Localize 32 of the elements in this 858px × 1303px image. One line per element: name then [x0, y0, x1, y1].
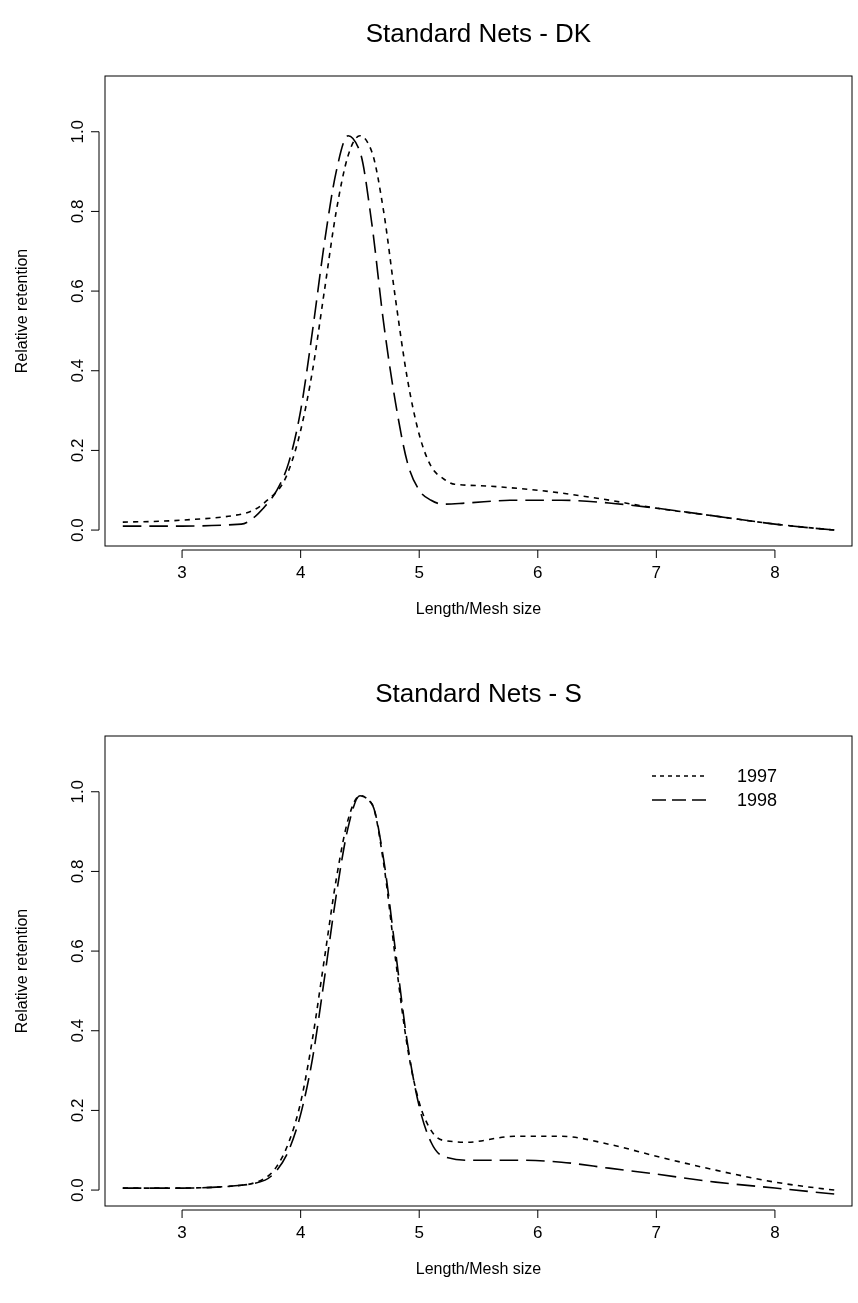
y-tick-label: 0.4	[68, 1018, 87, 1043]
x-tick-label: 5	[414, 1223, 424, 1242]
y-tick-label: 0.2	[68, 1098, 87, 1123]
y-tick-label: 1.0	[68, 119, 87, 144]
x-tick-label: 4	[295, 563, 306, 582]
y-tick-label: 0.0	[68, 518, 87, 542]
legend-label: 1997	[737, 766, 778, 786]
x-tick-label: 4	[295, 1223, 306, 1242]
y-tick-label: 1.0	[68, 779, 87, 804]
y-tick-label: 0.6	[68, 939, 87, 963]
x-axis-title: Length/Mesh size	[415, 600, 542, 617]
x-tick-label: 7	[651, 563, 662, 582]
x-tick-label: 6	[533, 1223, 543, 1242]
x-tick-label: 3	[177, 1223, 187, 1242]
y-tick-label: 0.4	[68, 358, 87, 383]
chart-title: Standard Nets - S	[375, 678, 582, 708]
y-tick-label: 0.0	[68, 1178, 87, 1202]
y-tick-label: 0.8	[68, 859, 87, 884]
x-tick-label: 3	[177, 563, 187, 582]
y-axis-title: Relative retention	[13, 908, 30, 1034]
x-axis-title: Length/Mesh size	[415, 1260, 542, 1277]
y-tick-label: 0.6	[68, 279, 87, 303]
x-tick-label: 5	[414, 563, 424, 582]
chart-title: Standard Nets - DK	[365, 18, 592, 48]
y-tick-label: 0.8	[68, 199, 87, 224]
y-tick-label: 0.2	[68, 438, 87, 463]
x-tick-label: 6	[533, 563, 543, 582]
x-tick-label: 7	[651, 1223, 662, 1242]
legend-label: 1998	[737, 790, 778, 810]
x-tick-label: 8	[770, 1223, 780, 1242]
x-tick-label: 8	[770, 563, 780, 582]
y-axis-title: Relative retention	[13, 248, 30, 374]
